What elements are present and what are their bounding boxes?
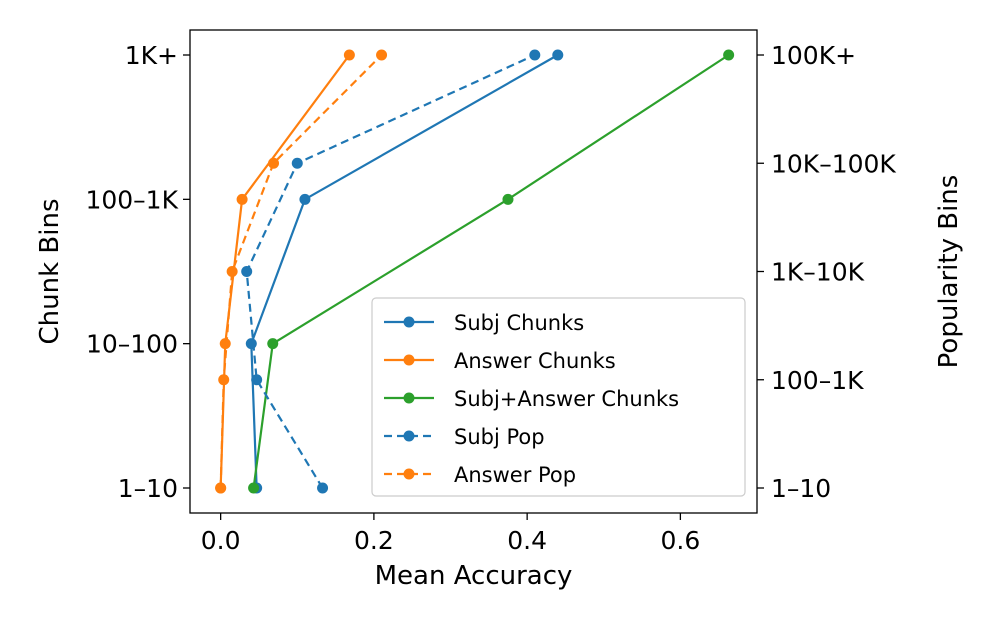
series-line (252, 54, 730, 489)
series-subj-answer-chunks (248, 49, 735, 494)
series-layer (215, 49, 735, 494)
data-point (552, 49, 564, 61)
legend-label: Subj Pop (454, 425, 545, 449)
y-axis-left-label: Chunk Bins (35, 199, 65, 345)
data-point (268, 157, 280, 169)
data-point (291, 157, 303, 169)
legend-marker (403, 354, 415, 366)
x-axis-label: Mean Accuracy (375, 561, 573, 591)
data-point (218, 374, 230, 386)
x-tick-label: 0.0 (201, 526, 241, 555)
data-point (226, 266, 238, 277)
series-line (250, 54, 559, 489)
y-right-tick-label: 1K–10K (771, 258, 865, 287)
data-point (502, 193, 514, 205)
data-point (241, 266, 253, 277)
y-axis-right-label: Popularity Bins (934, 175, 964, 369)
series-answer-pop (215, 49, 388, 494)
legend: Subj Chunks Answer Chunks Subj+Answer Chun… (371, 297, 746, 497)
y-right-tick-label: 10K–100K (771, 149, 896, 178)
legend-label: Subj+Answer Chunks (454, 387, 679, 411)
legend-marker (403, 468, 415, 480)
legend-label: Answer Chunks (454, 349, 616, 373)
x-tick-label: 0.4 (507, 526, 547, 555)
legend-marker (403, 430, 415, 442)
y-right-tick-label: 100–1K (771, 366, 864, 395)
y-right-tick-label: 1–10 (771, 474, 831, 503)
data-point (245, 338, 257, 350)
data-point (299, 193, 311, 205)
data-point (215, 482, 227, 494)
data-point (236, 193, 248, 205)
legend-label: Answer Pop (454, 463, 576, 487)
legend-item: Subj Chunks (384, 311, 584, 335)
legend-marker (403, 316, 415, 328)
data-point (251, 374, 263, 386)
legend-item: Subj Pop (384, 425, 545, 449)
series-subj-pop (241, 49, 541, 494)
data-point (317, 482, 329, 494)
legend-item: Answer Chunks (384, 349, 616, 373)
data-point (343, 49, 355, 61)
series-line (219, 54, 351, 489)
x-axis: 0.0 0.2 0.4 0.6 (201, 513, 700, 555)
data-point (529, 49, 541, 61)
data-point (248, 482, 260, 494)
legend-marker (403, 392, 415, 404)
data-point (219, 338, 231, 350)
x-tick-label: 0.6 (660, 526, 700, 555)
x-tick-label: 0.2 (354, 526, 394, 555)
y-left-tick-label: 100–1K (85, 185, 178, 214)
y-left-tick-label: 10–100 (86, 330, 178, 359)
data-point (267, 338, 279, 350)
legend-item: Subj+Answer Chunks (384, 387, 679, 411)
y-left-tick-label: 1–10 (118, 474, 178, 503)
y-right-tick-label: 100K+ (771, 41, 856, 70)
y-axis-left: 1–10 10–100 100–1K 1K+ (85, 41, 190, 503)
legend-box (371, 297, 746, 497)
y-left-tick-label: 1K+ (125, 41, 178, 70)
legend-label: Subj Chunks (454, 311, 584, 335)
legend-item: Answer Pop (384, 463, 576, 487)
series-line (219, 54, 383, 489)
data-point (376, 49, 388, 61)
y-axis-right: 1–10 100–1K 1K–10K 10K–100K 100K+ (757, 41, 896, 503)
data-point (723, 49, 735, 61)
